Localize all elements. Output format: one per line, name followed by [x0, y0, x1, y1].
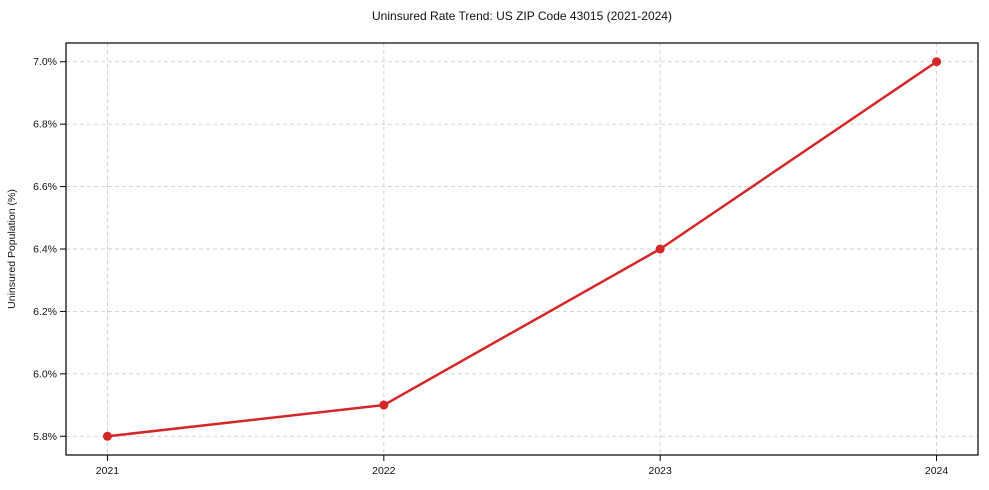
y-tick-label: 5.8% — [33, 431, 57, 443]
x-tick-label: 2023 — [649, 465, 673, 477]
y-tick-label: 6.2% — [33, 306, 57, 318]
x-tick-label: 2022 — [372, 465, 396, 477]
chart-title: Uninsured Rate Trend: US ZIP Code 43015 … — [372, 9, 672, 23]
data-point — [655, 244, 665, 254]
data-point — [932, 57, 942, 67]
x-tick-label: 2024 — [925, 465, 949, 477]
y-tick-label: 6.6% — [33, 181, 57, 193]
data-point — [379, 400, 389, 410]
data-point — [102, 431, 112, 441]
x-tick-label: 2021 — [96, 465, 120, 477]
plot-area: 5.8% 6.0% 6.2% 6.4% 6.6% 6.8% 7.0% 2021 2022 2023… — [33, 42, 979, 477]
y-tick-label: 6.0% — [33, 368, 57, 380]
data-line — [106, 60, 938, 438]
y-tick-label: 6.8% — [33, 119, 57, 131]
y-axis-label: Uninsured Population (%) — [6, 189, 18, 309]
y-tick-label: 6.4% — [33, 244, 57, 256]
y-tick-label: 7.0% — [33, 56, 57, 68]
